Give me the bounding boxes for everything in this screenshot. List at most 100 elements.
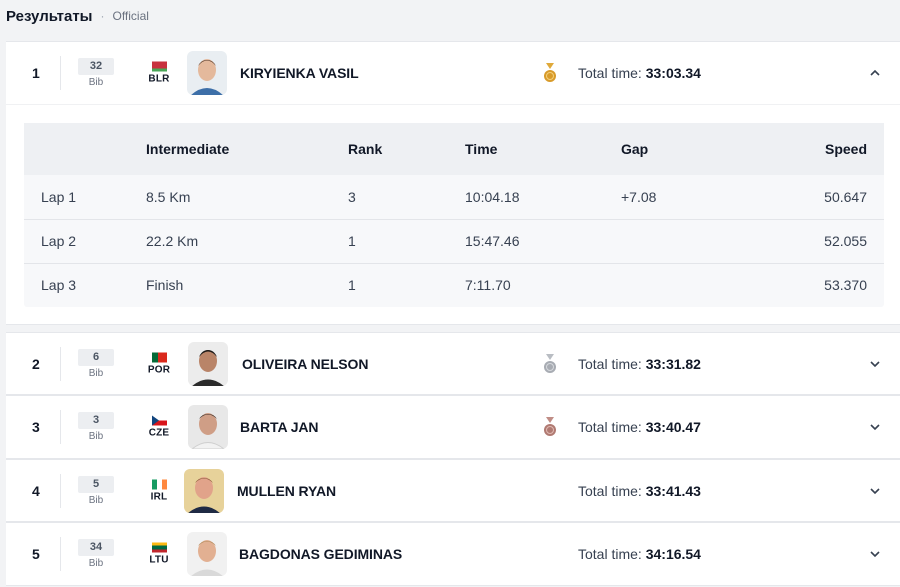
- flag-irl-icon: [151, 479, 167, 490]
- cell-gap: +7.08: [621, 189, 657, 205]
- total-time: Total time: 33:03.34: [578, 65, 701, 81]
- chevron-down-icon[interactable]: [868, 547, 882, 561]
- rank-number: 3: [32, 419, 40, 435]
- country: BLR: [147, 61, 171, 85]
- chevron-down-icon[interactable]: [868, 484, 882, 498]
- rank-number: 4: [32, 483, 40, 499]
- result-row[interactable]: 1 32 Bib BLR KIRYIENKA VASIL Total: [6, 42, 900, 104]
- col-header-gap: Gap: [621, 141, 649, 157]
- divider: [60, 410, 61, 444]
- cell-intermediate: 22.2 Km: [146, 233, 199, 249]
- divider: [60, 347, 61, 381]
- country: CZE: [147, 415, 171, 439]
- bib-label: Bib: [88, 368, 104, 379]
- split-table: Intermediate Rank Time Gap Speed Lap 1 8…: [24, 123, 884, 307]
- athlete-name[interactable]: BARTA JAN: [240, 419, 319, 435]
- bib-number: 3: [78, 412, 114, 429]
- bib-label: Bib: [88, 431, 104, 442]
- cell-rank: 1: [348, 277, 356, 293]
- bib-number: 32: [78, 58, 114, 75]
- col-header-intermediate: Intermediate: [146, 141, 230, 157]
- country: LTU: [147, 542, 171, 566]
- table-row: Lap 2 22.2 Km 1 15:47.46 52.055: [24, 219, 884, 263]
- athlete-name[interactable]: BAGDONAS GEDIMINAS: [239, 546, 403, 562]
- divider: [60, 474, 61, 508]
- title-separator: ·: [100, 9, 105, 23]
- bib-badge: 32 Bib: [78, 58, 114, 88]
- cell-intermediate: Finish: [146, 277, 184, 293]
- athlete-name[interactable]: OLIVEIRA NELSON: [242, 356, 369, 372]
- result-row[interactable]: 4 5 Bib IRL MULLEN RYAN Total time: 33:4…: [6, 460, 900, 522]
- gold-medal-icon: [544, 63, 556, 82]
- chevron-up-icon[interactable]: [868, 66, 882, 80]
- page-title: Результаты: [6, 7, 93, 25]
- total-time-value: 33:40.47: [645, 419, 701, 435]
- cell-lap: Lap 2: [41, 233, 77, 249]
- total-time-label: Total time:: [578, 356, 642, 372]
- bronze-medal-icon: [544, 417, 556, 436]
- flag-cze-icon: [151, 415, 167, 426]
- split-details: Intermediate Rank Time Gap Speed Lap 1 8…: [6, 104, 900, 324]
- total-time-label: Total time:: [578, 546, 642, 562]
- country-code: LTU: [149, 554, 169, 566]
- result-row[interactable]: 5 34 Bib LTU BAGDONAS GEDIMINAS Total ti…: [6, 523, 900, 585]
- country: IRL: [147, 479, 171, 503]
- cell-lap: Lap 3: [41, 277, 77, 293]
- cell-speed: 52.055: [824, 233, 867, 249]
- table-row: Lap 1 8.5 Km 3 10:04.18 +7.08 50.647: [24, 175, 884, 219]
- bib-badge: 5 Bib: [78, 476, 114, 506]
- chevron-down-icon[interactable]: [868, 357, 882, 371]
- result-card-5: 5 34 Bib LTU BAGDONAS GEDIMINAS Total ti…: [6, 522, 900, 586]
- flag-blr-icon: [151, 61, 167, 72]
- athlete-avatar: [187, 51, 227, 95]
- country-code: CZE: [148, 427, 170, 439]
- country-code: BLR: [148, 73, 170, 85]
- col-header-rank: Rank: [348, 141, 383, 157]
- results-header: Результаты · Official: [6, 6, 149, 26]
- divider: [60, 537, 61, 571]
- athlete-avatar: [187, 532, 227, 576]
- bib-badge: 3 Bib: [78, 412, 114, 442]
- result-card-4: 4 5 Bib IRL MULLEN RYAN Total time: 33:4…: [6, 459, 900, 522]
- flag-ltu-icon: [151, 542, 167, 553]
- rank-number: 5: [32, 546, 40, 562]
- result-card-2: 2 6 Bib POR OLIVEIRA NELSON Total t: [6, 332, 900, 395]
- athlete-name[interactable]: KIRYIENKA VASIL: [240, 65, 359, 81]
- result-row[interactable]: 3 3 Bib CZE BARTA JAN Tota: [6, 396, 900, 458]
- bib-badge: 6 Bib: [78, 349, 114, 379]
- rank-number: 1: [32, 65, 40, 81]
- silver-medal-icon: [544, 354, 556, 373]
- bib-label: Bib: [88, 495, 104, 506]
- col-header-time: Time: [465, 141, 498, 157]
- rank-number: 2: [32, 356, 40, 372]
- status-label: Official: [112, 9, 149, 23]
- result-row[interactable]: 2 6 Bib POR OLIVEIRA NELSON Total t: [6, 333, 900, 395]
- cell-rank: 3: [348, 189, 356, 205]
- total-time-value: 33:31.82: [645, 356, 701, 372]
- athlete-avatar: [188, 405, 228, 449]
- cell-time: 10:04.18: [465, 189, 520, 205]
- table-row: Lap 3 Finish 1 7:11.70 53.370: [24, 263, 884, 307]
- total-time-value: 33:41.43: [645, 483, 701, 499]
- country-code: IRL: [150, 491, 168, 503]
- cell-lap: Lap 1: [41, 189, 77, 205]
- athlete-name[interactable]: MULLEN RYAN: [237, 483, 336, 499]
- athlete-avatar: [184, 469, 224, 513]
- table-header: Intermediate Rank Time Gap Speed: [24, 123, 884, 175]
- divider: [60, 56, 61, 90]
- result-card-3: 3 3 Bib CZE BARTA JAN Tota: [6, 395, 900, 459]
- flag-por-icon: [151, 352, 167, 363]
- chevron-down-icon[interactable]: [868, 420, 882, 434]
- bib-label: Bib: [88, 558, 104, 569]
- total-time-value: 34:16.54: [645, 546, 701, 562]
- athlete-avatar: [188, 342, 228, 386]
- total-time: Total time: 33:40.47: [578, 419, 701, 435]
- country-code: POR: [147, 364, 171, 376]
- total-time-value: 33:03.34: [645, 65, 701, 81]
- bib-badge: 34 Bib: [78, 539, 114, 569]
- cell-time: 7:11.70: [465, 277, 511, 293]
- total-time-label: Total time:: [578, 65, 642, 81]
- bib-number: 34: [78, 539, 114, 556]
- bib-label: Bib: [88, 77, 104, 88]
- total-time-label: Total time:: [578, 419, 642, 435]
